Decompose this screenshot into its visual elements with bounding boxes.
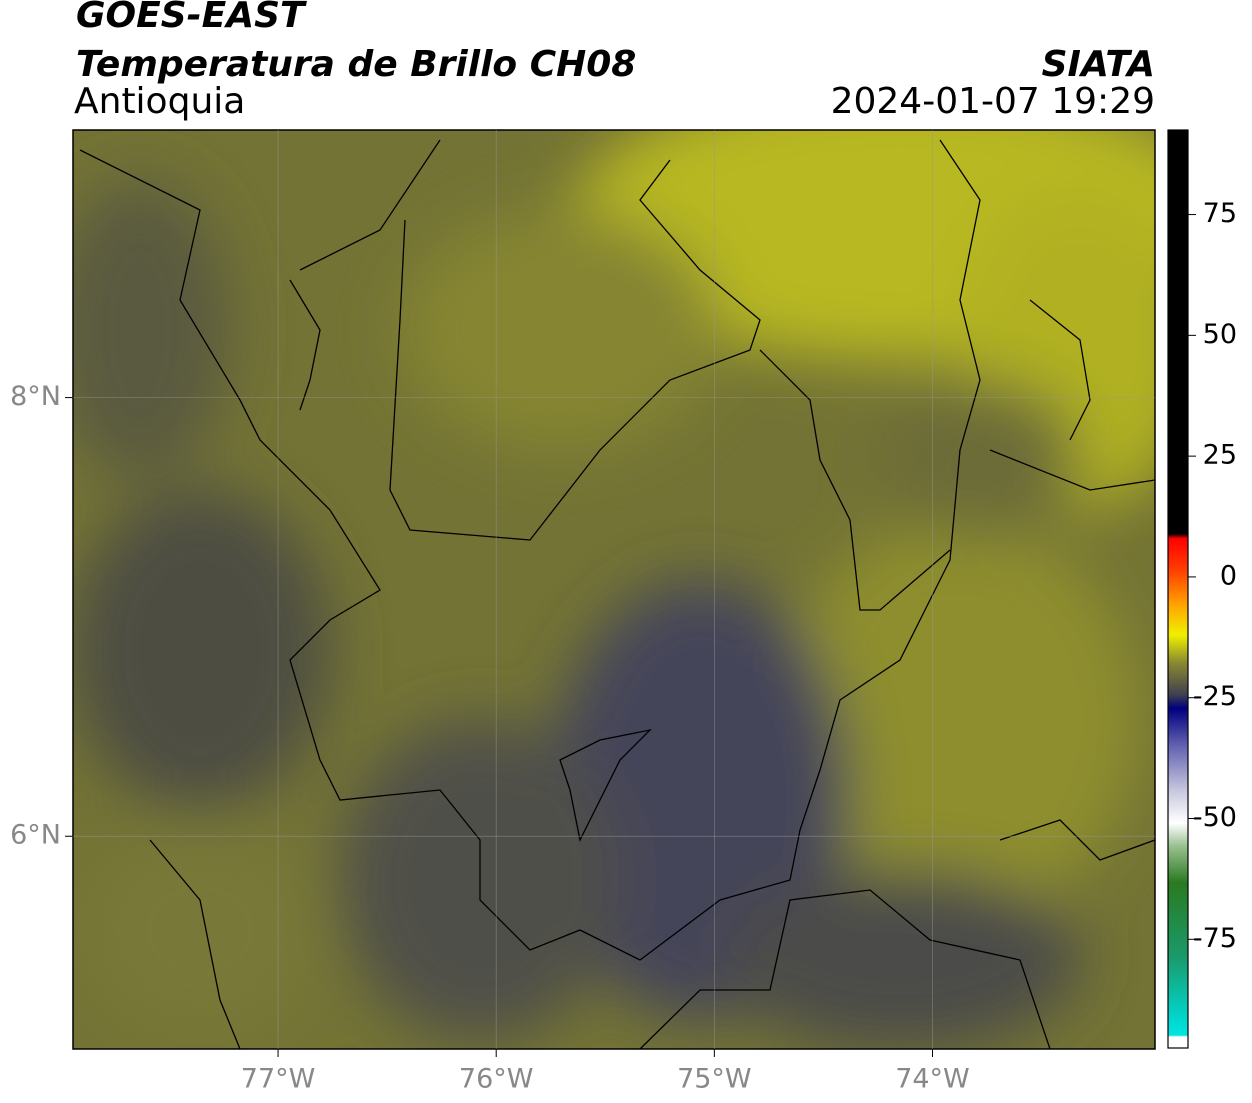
- y-tick-label: 6°N: [10, 820, 61, 851]
- boundaries: [79, 139, 1155, 1049]
- source: SIATA: [1042, 44, 1155, 85]
- x-tick-label: 74°W: [895, 1064, 970, 1095]
- plot-frame: [72, 129, 1156, 1050]
- y-tick-label: 8°N: [10, 381, 61, 412]
- colorbar-tick-label: 75: [1203, 198, 1237, 229]
- colorbar-tick-label: -75: [1193, 923, 1237, 954]
- x-tick-label: 75°W: [677, 1064, 752, 1095]
- x-tick-label: 77°W: [241, 1064, 316, 1095]
- datetime: 2024-01-07 19:29: [831, 81, 1155, 122]
- colorbar: [1167, 129, 1189, 1049]
- colorbar-tick-label: 25: [1203, 440, 1237, 471]
- colorbar-tick-label: 0: [1220, 560, 1237, 591]
- colorbar-tick-label: 50: [1203, 319, 1237, 350]
- region: Antioquia: [74, 81, 245, 122]
- subtitle: Temperatura de Brillo CH08: [76, 44, 636, 85]
- brightness-temperature-field: [73, 130, 1155, 1049]
- colorbar-tick-label: -25: [1193, 681, 1237, 712]
- colorbar-tick-label: -50: [1193, 802, 1237, 833]
- x-tick-label: 76°W: [459, 1064, 534, 1095]
- title: GOES-EAST: [76, 0, 307, 36]
